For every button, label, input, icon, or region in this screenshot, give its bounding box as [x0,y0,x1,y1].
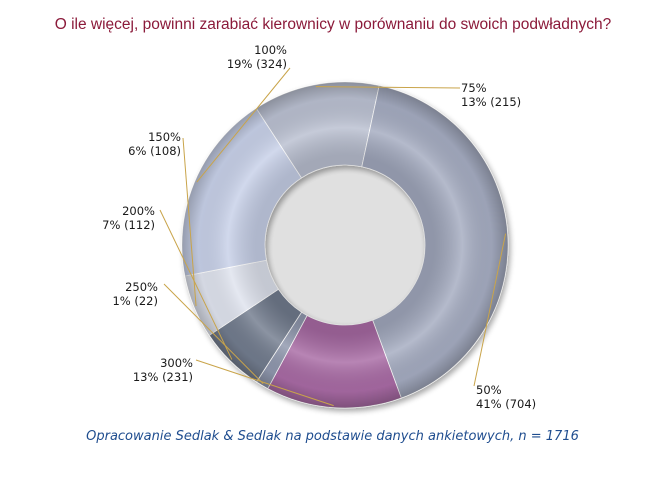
leader-line [196,67,291,183]
slice-label-category: 250% [125,280,158,294]
slice-label-value: 1% (22) [112,294,158,308]
slice-label-value: 41% (704) [476,397,536,411]
leader-line [163,283,264,384]
slice-label-category: 150% [148,130,181,144]
slice-label-value: 7% (112) [102,218,155,232]
slice-label-category: 300% [160,356,193,370]
leader-line [473,233,507,387]
slice-label-category: 200% [122,204,155,218]
slice-label-category: 100% [254,43,287,57]
chart-title: O ile więcej, powinni zarabiać kierownic… [54,16,612,33]
leader-line [159,209,233,360]
slice-label-value: 13% (215) [461,95,521,109]
slice-label-category: 50% [476,383,502,397]
slice-label-value: 13% (231) [133,370,193,384]
slice-label-value: 19% (324) [227,57,287,71]
leader-line [195,359,334,407]
source-note: Opracowanie Sedlak & Sedlak na podstawie… [86,429,579,444]
slice-label-value: 6% (108) [128,144,181,158]
leader-line [182,137,197,307]
slice-label-category: 75% [461,81,487,95]
leader-line [315,86,461,89]
